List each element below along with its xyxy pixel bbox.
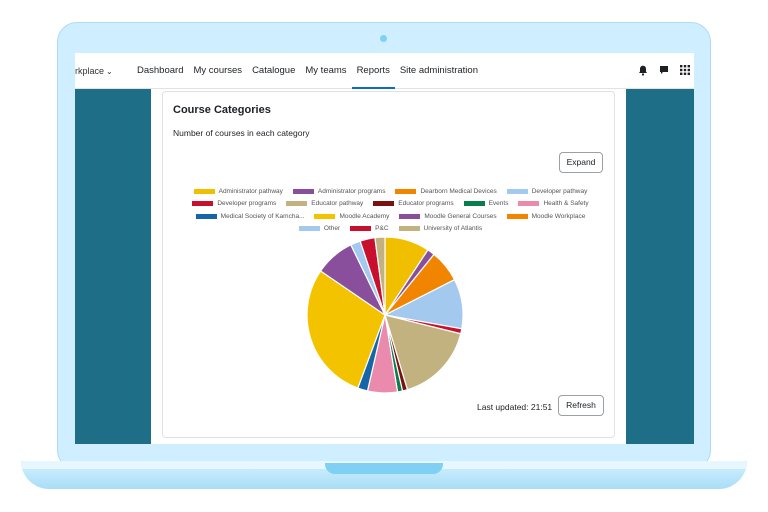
legend-item[interactable]: Medical Society of Kamcha... [195, 212, 305, 220]
legend-swatch [195, 213, 217, 219]
legend-row: Medical Society of Kamcha... Moodle Acade… [183, 210, 598, 223]
legend-label: Developer programs [217, 200, 277, 208]
nav-item-my-courses[interactable]: My courses [193, 65, 243, 76]
main-content: Course Categories Number of courses in e… [151, 89, 626, 444]
legend-item[interactable]: University of Atlantis [398, 225, 483, 233]
legend-label: Educator programs [398, 200, 454, 208]
legend-label: Dearborn Medical Devices [420, 187, 497, 195]
chart-legend: Administrator pathway Administrator progr… [183, 185, 598, 235]
card-subtitle: Number of courses in each category [173, 128, 310, 138]
legend-item[interactable]: Events [463, 200, 509, 208]
legend-item[interactable]: Health & Safety [518, 200, 589, 208]
legend-item[interactable]: Educator programs [373, 200, 454, 208]
nav-item-dashboard[interactable]: Dashboard [137, 65, 184, 76]
legend-item[interactable]: Moodle Academy [314, 213, 389, 220]
legend-swatch [373, 201, 395, 207]
legend-item[interactable]: Developer programs [192, 200, 276, 207]
legend-item[interactable]: Moodle Workplace [506, 212, 586, 220]
legend-item[interactable]: Administrator pathway [193, 187, 283, 195]
last-updated-text: Last updated: 21:51 [477, 402, 553, 412]
nav-item-site-administration[interactable]: Site administration [399, 65, 478, 76]
laptop-notch [325, 463, 443, 474]
chat-icon[interactable] [659, 65, 669, 80]
legend-swatch [398, 226, 420, 232]
top-navbar: rkplace ⌄ Dashboard My courses Catalogue My … [75, 53, 694, 89]
legend-row: Other P&C University of Atlantis [183, 223, 598, 236]
nav-item-catalogue[interactable]: Catalogue [252, 65, 296, 76]
legend-item[interactable]: Dearborn Medical Devices [395, 187, 497, 195]
expand-button[interactable]: Expand [559, 152, 603, 173]
legend-swatch [286, 201, 308, 207]
legend-swatch [395, 188, 417, 194]
brand-menu[interactable]: rkplace ⌄ [75, 66, 113, 76]
legend-swatch [314, 213, 336, 219]
legend-swatch [193, 188, 215, 194]
legend-item[interactable]: Educator pathway [286, 200, 363, 207]
legend-swatch [292, 188, 314, 194]
legend-label: Medical Society of Kamcha... [220, 212, 305, 220]
card-title: Course Categories [173, 104, 271, 116]
legend-item[interactable]: Moodle General Courses [399, 212, 497, 220]
legend-label: Events [488, 200, 509, 208]
legend-row: Administrator pathway Administrator progr… [183, 185, 598, 198]
refresh-button[interactable]: Refresh [558, 395, 604, 416]
legend-label: Moodle Workplace [531, 212, 586, 220]
legend-swatch [518, 201, 540, 207]
legend-label: Administrator pathway [218, 187, 283, 195]
legend-label: Moodle Academy [339, 212, 390, 220]
legend-item[interactable]: Other [298, 225, 341, 233]
screen: rkplace ⌄ Dashboard My courses Catalogue My … [75, 53, 694, 444]
brand-label: rkplace [75, 66, 105, 76]
legend-swatch [463, 201, 485, 207]
legend-row: Developer programs Educator pathway Educat… [183, 198, 598, 211]
legend-label: Health & Safety [543, 200, 589, 208]
chevron-down-icon: ⌄ [106, 67, 113, 76]
camera-dot [380, 35, 387, 42]
legend-label: Educator pathway [311, 200, 364, 208]
nav-item-my-teams[interactable]: My teams [305, 65, 347, 76]
legend-swatch [506, 188, 528, 194]
pie-chart [306, 236, 464, 394]
legend-item[interactable]: Developer pathway [506, 187, 588, 195]
legend-swatch [350, 226, 372, 232]
pie-slice-university-of-atlantis[interactable] [374, 236, 386, 316]
legend-swatch [506, 213, 528, 219]
legend-swatch [192, 201, 214, 207]
nav-icons [638, 65, 690, 80]
legend-swatch [399, 213, 421, 219]
legend-item[interactable]: P&C [350, 225, 389, 233]
bell-icon[interactable] [638, 65, 648, 80]
legend-item[interactable]: Administrator programs [292, 187, 386, 195]
legend-label: Developer pathway [531, 187, 588, 195]
primary-nav: Dashboard My courses Catalogue My teams Repo… [132, 53, 483, 89]
legend-label: Other [323, 225, 341, 233]
legend-label: University of Atlantis [423, 225, 483, 233]
grid-icon[interactable] [680, 65, 690, 80]
report-card: Course Categories Number of courses in e… [162, 91, 615, 438]
legend-label: Administrator programs [317, 187, 386, 195]
nav-item-reports[interactable]: Reports [351, 53, 395, 89]
pie-slice-moodle-academy[interactable] [306, 270, 386, 389]
pie-slice-educator-pathway[interactable] [384, 314, 462, 391]
legend-label: P&C [375, 225, 389, 233]
legend-swatch [298, 226, 320, 232]
legend-label: Moodle General Courses [424, 212, 497, 220]
